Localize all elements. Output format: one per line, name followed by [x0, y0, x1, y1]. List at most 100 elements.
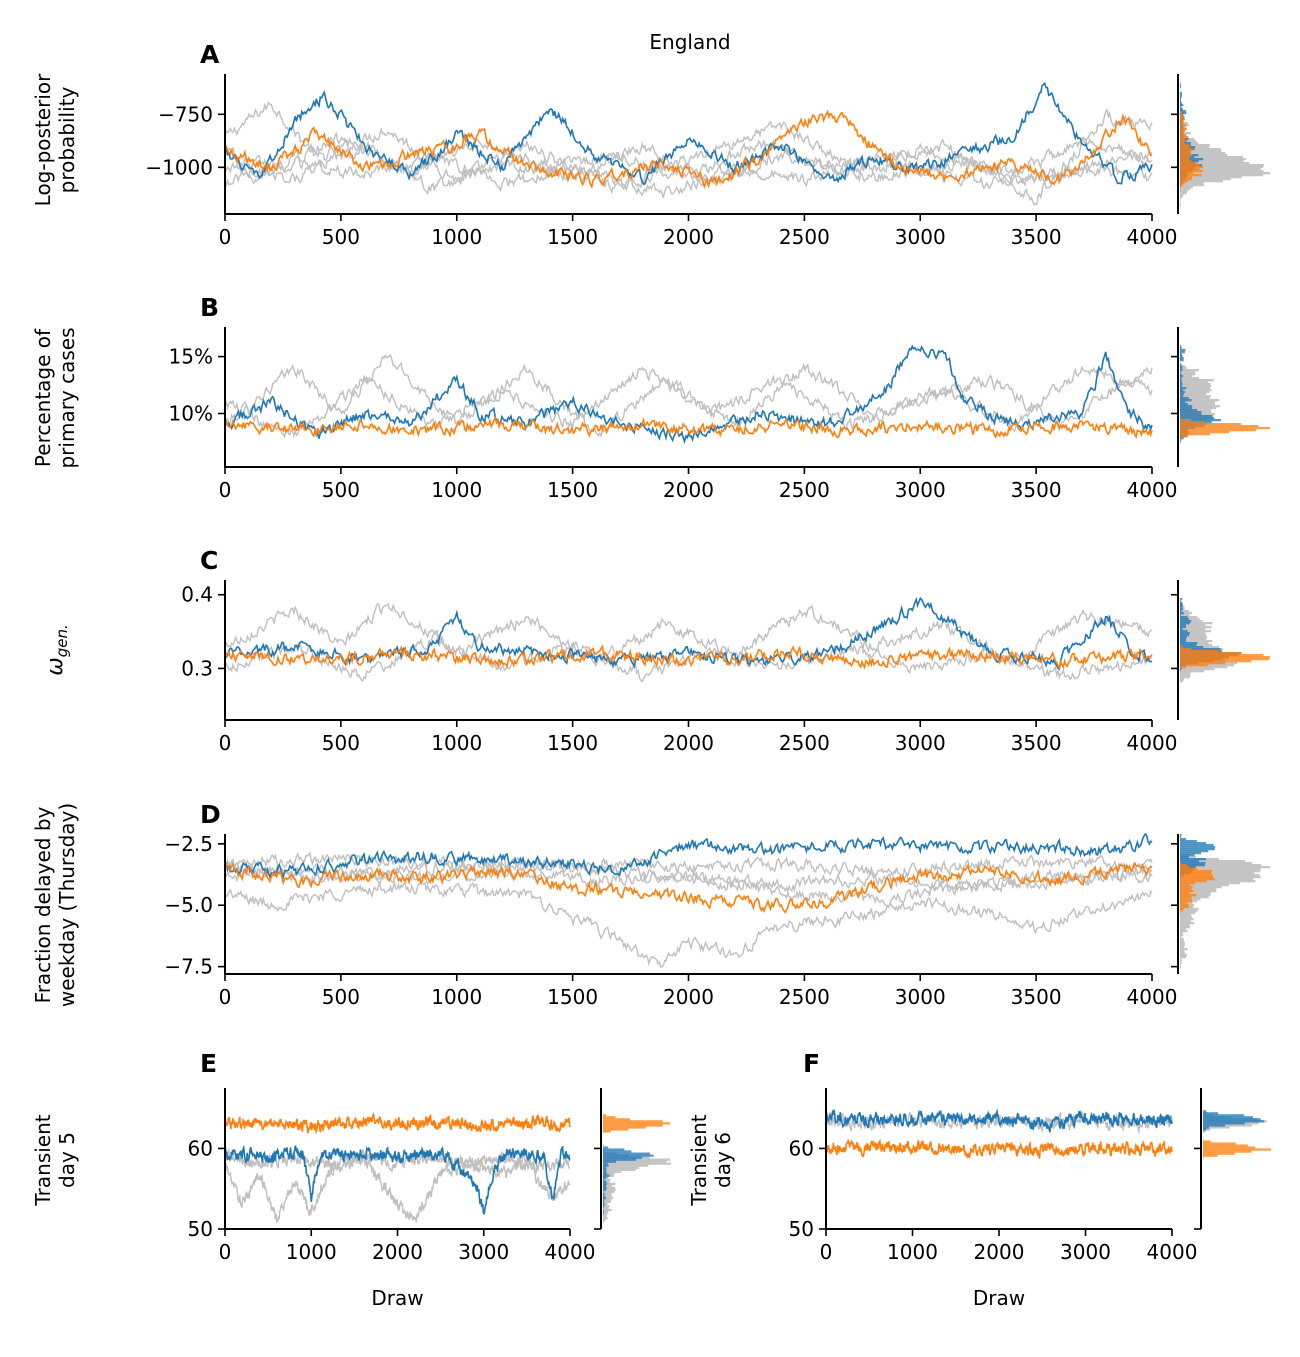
- histogram-bar-orange: [1180, 900, 1192, 903]
- histogram-bar-blue: [1180, 618, 1189, 621]
- x-tick-label: 4000: [1127, 731, 1178, 755]
- histogram-bar-gray: [1180, 886, 1222, 889]
- x-tick-label: 0: [219, 985, 232, 1009]
- histogram-bar-gray: [1180, 860, 1246, 863]
- x-tick-label: 4000: [1147, 1240, 1198, 1264]
- x-tick-label: 3000: [895, 225, 946, 249]
- histogram-bar-blue: [1203, 1126, 1209, 1129]
- histogram-bar-blue: [603, 1148, 625, 1151]
- y-axis-label: Transientday 6: [687, 1114, 735, 1206]
- histogram-bar-gray: [1180, 170, 1264, 173]
- histogram-bar-gray: [1180, 862, 1253, 865]
- histogram-bar-gray: [1180, 204, 1181, 207]
- histogram-bar-orange: [1180, 112, 1182, 115]
- histogram-bar-gray: [603, 1188, 616, 1191]
- x-tick-label: 0: [219, 478, 232, 502]
- histogram-bar-orange: [1180, 425, 1259, 428]
- histogram-bar-gray: [1180, 385, 1212, 388]
- histogram-bar-orange: [1203, 1140, 1211, 1143]
- histogram-bar-gray: [1180, 640, 1213, 643]
- histogram-bar-blue: [603, 1186, 607, 1189]
- histogram-bar-gray: [1203, 1124, 1252, 1127]
- histogram-bar-gray: [1180, 190, 1188, 193]
- histogram-bar-orange: [1180, 136, 1189, 139]
- histogram-bar-gray: [603, 1210, 609, 1214]
- histogram-bar-orange: [1180, 421, 1205, 424]
- histogram-bar-orange: [603, 1120, 663, 1123]
- y-tick-label: 10%: [169, 402, 213, 426]
- histogram-bar-orange: [1180, 146, 1190, 149]
- histogram-bar-orange: [1180, 122, 1184, 125]
- histogram-bar-blue: [1180, 852, 1202, 855]
- x-tick-label: 3000: [458, 1240, 509, 1264]
- x-tick-label: 1000: [431, 731, 482, 755]
- histogram-bar-blue: [1180, 94, 1182, 97]
- histogram-bar-gray: [1180, 174, 1264, 177]
- histogram-bar-blue: [1180, 142, 1191, 145]
- histogram-bar-blue: [603, 1198, 605, 1202]
- x-tick-label: 0: [219, 1240, 232, 1264]
- histogram-bar-blue: [603, 1170, 607, 1173]
- histogram-bar-blue: [1180, 439, 1182, 442]
- histogram-bar-blue: [1180, 626, 1186, 629]
- histogram-bar-gray: [603, 1164, 649, 1167]
- histogram-bar-blue: [1180, 860, 1199, 863]
- histogram-bar-orange: [1180, 890, 1194, 893]
- x-tick-label: 2500: [779, 225, 830, 249]
- histogram-bar-gray: [1180, 194, 1184, 197]
- histogram-bar-blue: [1180, 413, 1202, 416]
- histogram-bar-blue: [603, 1168, 607, 1171]
- x-tick-label: 1500: [547, 985, 598, 1009]
- histogram-bar-orange: [1203, 1154, 1218, 1157]
- x-tick-label: 1000: [431, 985, 482, 1009]
- x-tick-label: 2500: [779, 731, 830, 755]
- histogram-bar-orange: [603, 1116, 616, 1119]
- histogram-bar-blue: [603, 1150, 632, 1153]
- histogram-bar-gray: [603, 1182, 616, 1185]
- trace-blue-2: [224, 596, 1153, 671]
- histogram-bar-blue: [1180, 844, 1214, 847]
- histogram-bar-blue: [1203, 1124, 1225, 1127]
- histogram-bar-gray: [1180, 389, 1212, 392]
- histogram-bar-orange: [1180, 427, 1270, 430]
- histogram-bar-orange: [1180, 126, 1182, 129]
- histogram-bar-blue: [1180, 640, 1186, 643]
- histogram-bar-orange: [1180, 150, 1192, 153]
- panel-letter: F: [803, 1049, 820, 1078]
- histogram-bar-gray: [1180, 164, 1265, 167]
- histogram-bar-gray: [1180, 936, 1182, 939]
- histogram-bar-gray: [603, 1170, 622, 1173]
- histogram-bar-blue: [1180, 345, 1182, 348]
- histogram-bar-gray: [1180, 186, 1193, 189]
- histogram-bar-blue: [1180, 389, 1184, 392]
- histogram-bar-gray: [1180, 922, 1195, 925]
- histogram-bar-blue: [1180, 355, 1183, 358]
- histogram-bar-blue: [603, 1160, 617, 1163]
- histogram-bar-gray: [1180, 876, 1261, 879]
- histogram-bar-gray: [1180, 383, 1211, 386]
- y-axis-label: Log-posteriorprobability: [31, 73, 79, 206]
- histogram-bar-orange: [603, 1124, 663, 1127]
- histogram-bar-blue: [1180, 616, 1188, 619]
- histogram-bar-gray: [1180, 624, 1206, 627]
- histogram-bar-blue: [1180, 126, 1184, 129]
- histogram-bar-blue: [603, 1194, 605, 1198]
- y-tick-label: 15%: [169, 345, 213, 369]
- histogram-bar-blue: [603, 1200, 604, 1204]
- x-tick-label: 4000: [1127, 225, 1178, 249]
- histogram-bar-gray: [1180, 912, 1196, 915]
- histogram-bar-blue: [603, 1158, 637, 1161]
- histogram-bar-gray: [1203, 1128, 1211, 1131]
- histogram-bar-orange: [1203, 1144, 1248, 1147]
- marginal-histogram: [1171, 834, 1270, 974]
- histogram-bar-blue: [1180, 630, 1188, 633]
- histogram-bar-orange: [1180, 880, 1207, 883]
- histogram-bar-gray: [603, 1216, 608, 1220]
- histogram-bar-gray: [1180, 188, 1190, 191]
- histogram-bar-blue: [1180, 110, 1186, 113]
- trace-gray-0: [224, 353, 1153, 439]
- histogram-bar-orange: [1180, 178, 1192, 181]
- histogram-bar-gray: [1180, 636, 1207, 639]
